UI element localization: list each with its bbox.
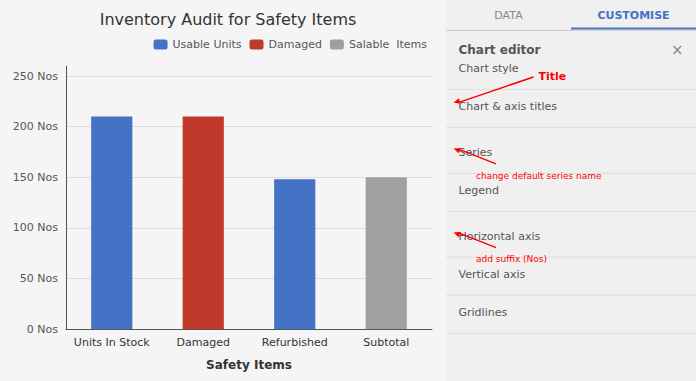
svg-text:Damaged: Damaged: [269, 38, 322, 51]
svg-text:250 Nos: 250 Nos: [13, 70, 58, 83]
svg-text:change default series name: change default series name: [476, 171, 602, 181]
svg-text:150 Nos: 150 Nos: [13, 171, 58, 184]
svg-text:Chart editor: Chart editor: [459, 43, 541, 57]
svg-text:Vertical axis: Vertical axis: [459, 268, 526, 281]
svg-text:Legend: Legend: [459, 184, 499, 197]
svg-text:Refurbished: Refurbished: [262, 336, 328, 349]
svg-text:Horizontal axis: Horizontal axis: [459, 230, 541, 243]
svg-text:0 Nos: 0 Nos: [27, 323, 58, 336]
svg-text:Inventory Audit for Safety Ite: Inventory Audit for Safety Items: [100, 10, 357, 29]
svg-text:Salable Items: Salable Items: [349, 38, 427, 51]
svg-text:Damaged: Damaged: [177, 336, 230, 349]
svg-text:Usable Units: Usable Units: [173, 38, 242, 51]
svg-text:Gridlines: Gridlines: [459, 306, 508, 319]
svg-text:200 Nos: 200 Nos: [13, 120, 58, 133]
svg-text:Safety Items: Safety Items: [206, 358, 292, 372]
svg-text:Chart style: Chart style: [459, 62, 519, 75]
svg-text:Series: Series: [459, 146, 493, 159]
svg-text:add suffix (Nos): add suffix (Nos): [476, 254, 547, 264]
svg-text:DATA: DATA: [494, 9, 523, 22]
svg-text:Chart & axis titles: Chart & axis titles: [459, 100, 558, 113]
svg-text:100 Nos: 100 Nos: [13, 221, 58, 234]
svg-text:50 Nos: 50 Nos: [20, 272, 58, 285]
svg-text:×: ×: [671, 41, 684, 59]
svg-text:Units In Stock: Units In Stock: [74, 336, 150, 349]
svg-text:Subtotal: Subtotal: [363, 336, 409, 349]
svg-text:Title: Title: [539, 70, 567, 83]
svg-text:CUSTOMISE: CUSTOMISE: [597, 9, 669, 22]
